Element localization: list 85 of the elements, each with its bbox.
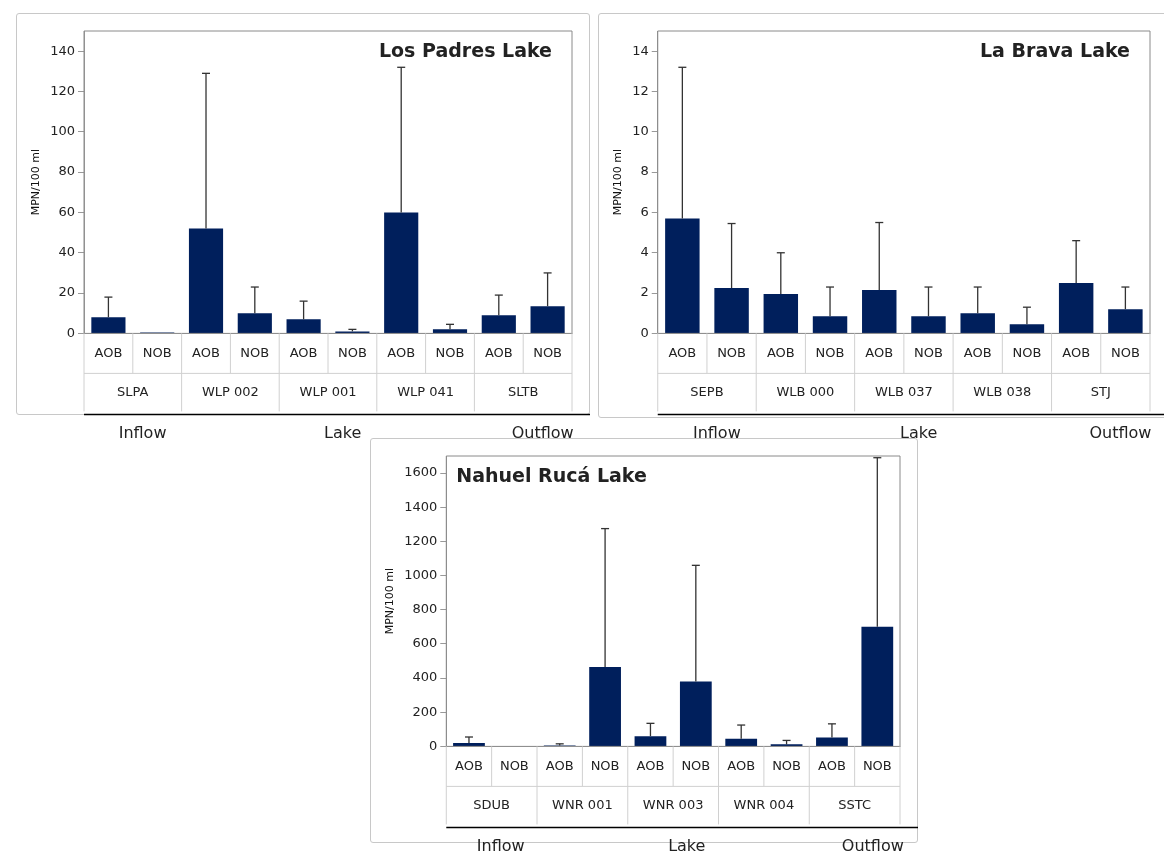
text: WLP 002 <box>201 383 259 399</box>
y-tick-label: 1200 <box>404 532 438 548</box>
text: Inflow <box>692 422 741 442</box>
x-tick-label: AOB <box>636 757 665 773</box>
x-tick-label: AOB <box>865 344 894 360</box>
text: WLB 037 <box>874 383 933 399</box>
y-tick-label: 40 <box>58 244 76 260</box>
x-tick-label: NOB <box>862 757 892 773</box>
y-tick-label: 1000 <box>404 566 438 582</box>
y-tick-label: 800 <box>412 601 438 617</box>
x-tick-label: NOB <box>499 757 529 773</box>
x-tick-label: AOB <box>192 344 220 360</box>
text: SSTC <box>838 796 872 812</box>
text: WNR 001 <box>552 796 613 812</box>
x-tick-label: NOB <box>772 757 802 773</box>
x-tick-label: NOB <box>1110 344 1140 360</box>
y-tick-label: 200 <box>412 703 438 719</box>
x-tick-label: AOB <box>455 757 483 773</box>
y-tick-label: 0 <box>66 324 76 340</box>
y-tick-label: 80 <box>58 163 76 179</box>
y-axis-title: MPN/100 ml <box>29 149 43 216</box>
y-tick-label: 1600 <box>404 464 438 480</box>
x-tick-label: NOB <box>815 344 845 360</box>
text: Nahuel Rucá Lake <box>456 464 647 487</box>
text: Lake <box>668 835 706 855</box>
x-tick-label: NOB <box>717 344 747 360</box>
y-tick-label: 0 <box>429 737 438 753</box>
y-axis-title: MPN/100 ml <box>383 568 397 635</box>
text: WLB 038 <box>973 383 1032 399</box>
y-tick-label: 20 <box>58 284 76 300</box>
x-tick-label: AOB <box>484 344 513 360</box>
x-tick-label: NOB <box>914 344 943 360</box>
text: SEPB <box>690 383 724 399</box>
x-tick-label: NOB <box>435 344 465 360</box>
text: Inflow <box>476 835 525 855</box>
text: SLTB <box>507 383 539 399</box>
y-tick-label: 14 <box>632 42 649 58</box>
x-tick-label: AOB <box>545 757 574 773</box>
y-axis-title: MPN/100 ml <box>611 149 625 216</box>
x-tick-label: AOB <box>668 344 697 360</box>
text: Outflow <box>511 422 574 442</box>
x-tick-label: NOB <box>240 344 270 360</box>
y-tick-label: 12 <box>632 82 649 98</box>
text: WLP 041 <box>397 383 455 399</box>
y-tick-label: 60 <box>58 203 76 219</box>
text: Outflow <box>841 835 904 855</box>
text: Lake <box>324 422 362 442</box>
text: WNR 004 <box>733 796 795 812</box>
x-tick-label: AOB <box>289 344 318 360</box>
y-tick-label: 600 <box>412 635 438 651</box>
y-tick-label: 100 <box>50 123 76 139</box>
y-tick-label: 0 <box>640 324 649 340</box>
y-tick-label: 140 <box>50 42 76 58</box>
text: STJ <box>1090 383 1111 399</box>
text: WNR 003 <box>642 796 704 812</box>
text: WLP 001 <box>299 383 357 399</box>
x-tick-label: NOB <box>533 344 563 360</box>
x-tick-label: AOB <box>387 344 416 360</box>
text: Inflow <box>118 422 167 442</box>
y-tick-label: 4 <box>640 244 649 260</box>
x-tick-label: NOB <box>590 757 620 773</box>
y-tick-label: 10 <box>632 123 649 139</box>
x-tick-label: NOB <box>142 344 172 360</box>
text: Lake <box>900 422 938 442</box>
text: La Brava Lake <box>980 39 1130 62</box>
text: SDUB <box>473 796 511 812</box>
y-tick-label: 8 <box>640 163 649 179</box>
x-tick-label: AOB <box>818 757 846 773</box>
x-tick-label: AOB <box>94 344 123 360</box>
text: Outflow <box>1089 422 1152 442</box>
x-tick-label: AOB <box>1062 344 1091 360</box>
y-tick-label: 2 <box>640 284 649 300</box>
text: SLPA <box>117 383 149 399</box>
y-tick-label: 6 <box>640 203 649 219</box>
x-tick-label: NOB <box>681 757 711 773</box>
x-tick-label: AOB <box>766 344 795 360</box>
y-tick-label: 400 <box>412 669 438 685</box>
text: WLB 000 <box>776 383 835 399</box>
x-tick-label: NOB <box>337 344 367 360</box>
text: Los Padres Lake <box>378 39 552 62</box>
x-tick-label: AOB <box>963 344 992 360</box>
y-tick-label: 120 <box>50 82 76 98</box>
x-tick-label: AOB <box>727 757 756 773</box>
y-tick-label: 1400 <box>404 498 438 514</box>
x-tick-label: NOB <box>1012 344 1042 360</box>
